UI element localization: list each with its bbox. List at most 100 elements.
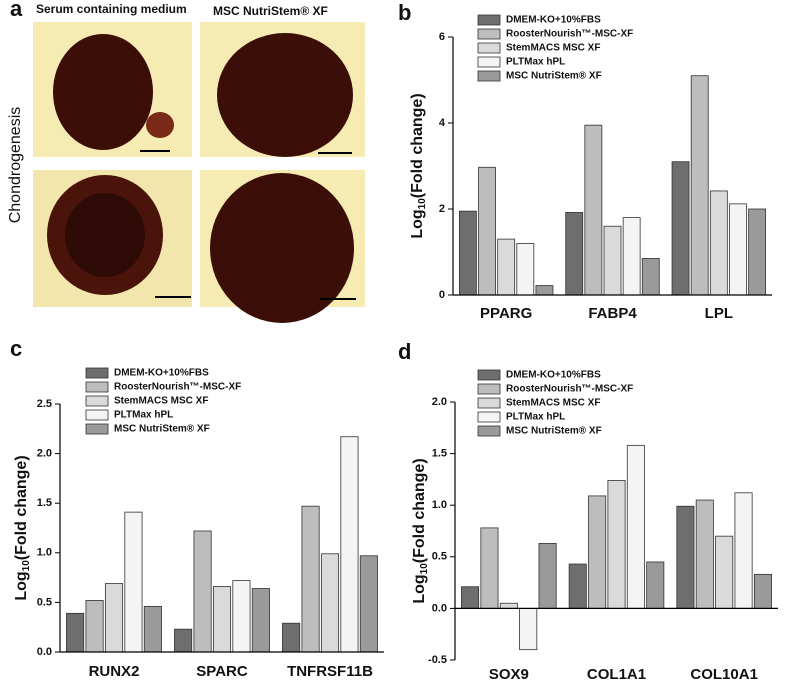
legend-swatch bbox=[477, 383, 501, 395]
bar bbox=[695, 499, 714, 609]
y-tick-label: 1.0 bbox=[432, 499, 447, 511]
bar bbox=[174, 628, 193, 653]
bar bbox=[588, 495, 607, 609]
bar bbox=[251, 588, 270, 653]
y-axis-label-part: Log bbox=[409, 209, 426, 238]
legend-label: PLTMax hPL bbox=[506, 412, 565, 423]
bar bbox=[603, 225, 622, 296]
column-title: MSC NutriStem® XF bbox=[213, 4, 328, 18]
bar bbox=[282, 622, 301, 653]
bar bbox=[734, 492, 753, 609]
micrograph bbox=[33, 22, 192, 157]
legend-label: RoosterNourish™-MSC-XF bbox=[506, 29, 633, 40]
y-axis-label-part: 10 bbox=[419, 563, 430, 575]
bar bbox=[516, 242, 535, 296]
legend-swatch bbox=[477, 70, 501, 82]
bar bbox=[480, 527, 499, 609]
bar bbox=[646, 561, 665, 609]
bar bbox=[565, 212, 584, 296]
legend-swatch bbox=[477, 369, 501, 381]
y-tick-label: 4 bbox=[439, 117, 446, 129]
legend-label: MSC NutriStem® XF bbox=[114, 424, 210, 435]
legend-label: RoosterNourish™-MSC-XF bbox=[114, 382, 241, 393]
bar bbox=[709, 190, 728, 296]
y-tick-label: 2.5 bbox=[37, 398, 52, 410]
micrograph bbox=[200, 170, 365, 323]
y-tick-label: 2 bbox=[439, 203, 445, 215]
y-tick-label: 1.0 bbox=[37, 547, 52, 559]
legend-label: RoosterNourish™-MSC-XF bbox=[506, 384, 633, 395]
y-tick-label: -0.5 bbox=[428, 654, 447, 666]
legend-swatch bbox=[477, 28, 501, 40]
y-tick-label: 2.0 bbox=[37, 448, 52, 460]
bar bbox=[568, 563, 587, 609]
y-tick-label: 2.0 bbox=[432, 396, 447, 408]
y-axis-label-part: Log bbox=[411, 574, 428, 603]
y-tick-label: 1.5 bbox=[37, 497, 52, 509]
legend-label: StemMACS MSC XF bbox=[114, 396, 208, 407]
micrograph bbox=[200, 22, 365, 157]
legend-label: PLTMax hPL bbox=[114, 410, 173, 421]
x-tick-label: PPARG bbox=[480, 305, 532, 322]
bar bbox=[519, 608, 538, 651]
bar bbox=[535, 285, 554, 296]
legend-swatch bbox=[477, 14, 501, 26]
bar bbox=[320, 553, 340, 653]
legend-label: PLTMax hPL bbox=[506, 57, 565, 68]
y-tick-label: 6 bbox=[439, 31, 445, 43]
y-tick-label: 0.5 bbox=[432, 551, 447, 563]
x-tick-label: FABP4 bbox=[588, 305, 637, 322]
row-title: Chondrogenesis bbox=[7, 107, 24, 224]
legend-label: MSC NutriStem® XF bbox=[506, 426, 602, 437]
micrograph bbox=[33, 170, 192, 307]
bar bbox=[622, 217, 641, 296]
legend-label: StemMACS MSC XF bbox=[506, 398, 600, 409]
y-tick-label: 1.5 bbox=[432, 448, 447, 460]
bar bbox=[748, 208, 767, 296]
bar bbox=[715, 535, 734, 609]
bar bbox=[676, 505, 695, 609]
y-tick-label: 0.0 bbox=[37, 646, 52, 658]
legend-label: DMEM-KO+10%FBS bbox=[114, 368, 209, 379]
x-tick-label: LPL bbox=[705, 305, 733, 322]
legend-swatch bbox=[477, 42, 501, 54]
y-axis-label-part: 10 bbox=[21, 560, 32, 572]
y-axis-label: Log10(Fold change) bbox=[411, 458, 429, 603]
bar bbox=[232, 580, 251, 653]
bar bbox=[193, 530, 212, 653]
bar bbox=[499, 602, 518, 609]
legend-swatch bbox=[85, 409, 109, 421]
x-tick-label: COL1A1 bbox=[587, 666, 646, 683]
bar bbox=[212, 586, 232, 653]
bar bbox=[461, 586, 480, 609]
bar bbox=[584, 124, 603, 296]
bar bbox=[301, 505, 320, 653]
y-axis-label-part: (Fold change) bbox=[409, 93, 426, 198]
bar bbox=[458, 210, 477, 296]
bar bbox=[607, 480, 626, 609]
bar bbox=[671, 161, 690, 296]
legend-swatch bbox=[477, 56, 501, 68]
bar bbox=[124, 511, 143, 653]
bar bbox=[85, 600, 104, 653]
column-title: Serum containing medium bbox=[36, 2, 187, 16]
panel-label: d bbox=[398, 339, 411, 364]
panel-label: a bbox=[10, 0, 23, 21]
bar bbox=[729, 203, 747, 296]
y-tick-label: 0.0 bbox=[432, 602, 447, 614]
bar bbox=[753, 573, 772, 609]
legend-swatch bbox=[477, 397, 501, 409]
y-axis-label-part: (Fold change) bbox=[13, 455, 30, 560]
legend-label: StemMACS MSC XF bbox=[506, 43, 600, 54]
y-axis-label-part: 10 bbox=[417, 198, 428, 210]
y-axis-label: Log10(Fold change) bbox=[409, 93, 427, 238]
bar bbox=[104, 583, 124, 653]
x-tick-label: SOX9 bbox=[489, 666, 529, 683]
bar bbox=[143, 605, 162, 653]
bar bbox=[66, 612, 85, 653]
legend-swatch bbox=[85, 367, 109, 379]
legend-swatch bbox=[477, 425, 501, 437]
bar bbox=[538, 542, 557, 609]
legend-swatch bbox=[85, 395, 109, 407]
y-axis-label: Log10(Fold change) bbox=[13, 455, 31, 600]
